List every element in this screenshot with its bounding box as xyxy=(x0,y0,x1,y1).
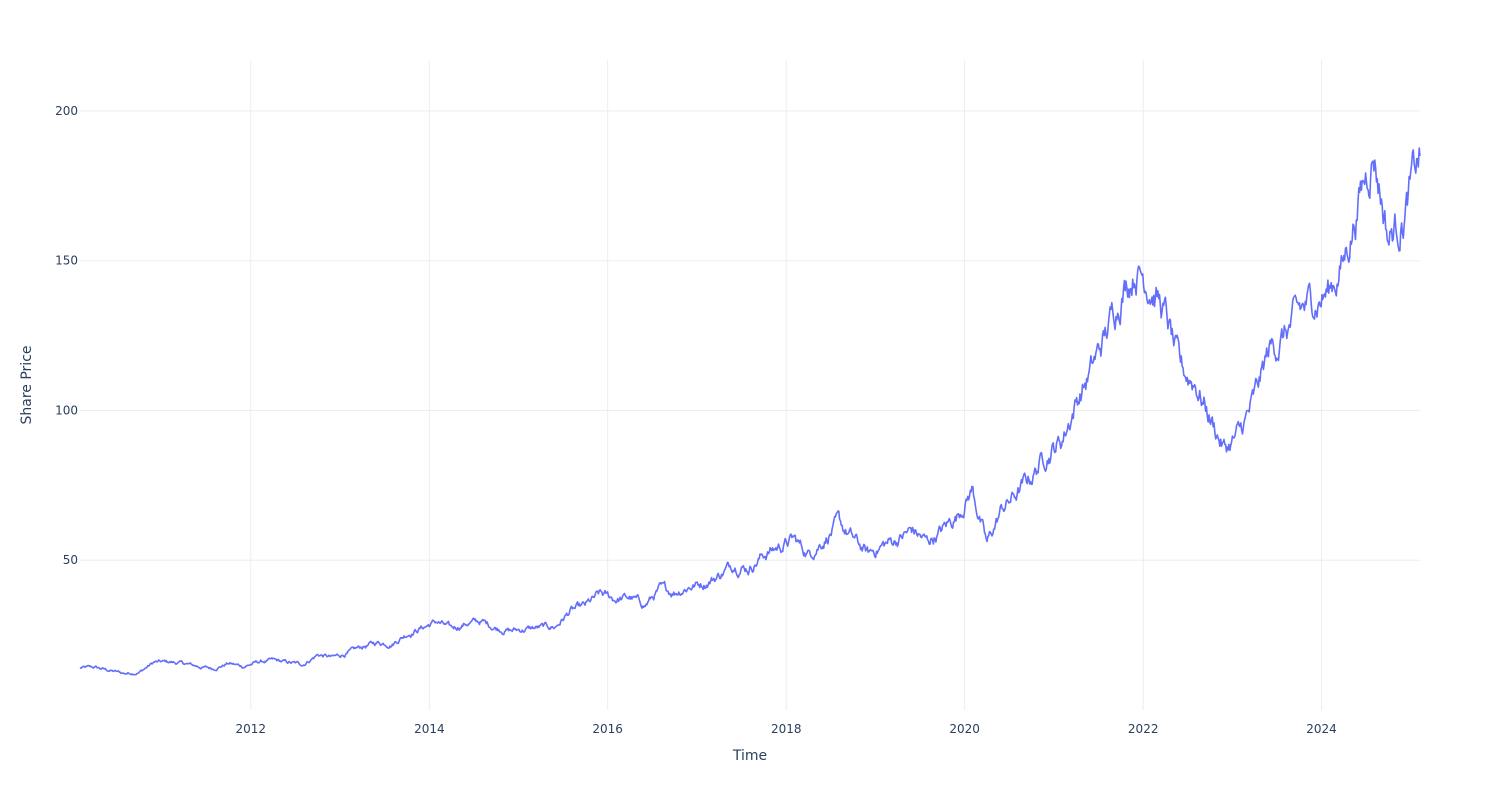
x-tick-label: 2022 xyxy=(1128,722,1159,736)
x-tick-label: 2016 xyxy=(592,722,623,736)
x-tick-label: 2012 xyxy=(235,722,266,736)
x-tick-label: 2024 xyxy=(1306,722,1337,736)
gridlines xyxy=(80,60,1420,710)
x-tick-label: 2014 xyxy=(414,722,445,736)
y-tick-label: 200 xyxy=(55,104,78,118)
share-price-line xyxy=(79,147,1421,676)
x-axis-title: Time xyxy=(732,748,767,764)
tick-labels: 50 100 150 200 2012 2014 2016 2018 2020 2022 2024 xyxy=(55,104,1337,736)
y-axis-title: Share Price xyxy=(19,345,35,424)
x-tick-label: 2018 xyxy=(771,722,802,736)
series-layer xyxy=(79,147,1421,676)
y-tick-label: 50 xyxy=(63,553,78,567)
y-tick-label: 100 xyxy=(55,403,78,417)
x-tick-label: 2020 xyxy=(949,722,980,736)
y-tick-label: 150 xyxy=(55,254,78,268)
